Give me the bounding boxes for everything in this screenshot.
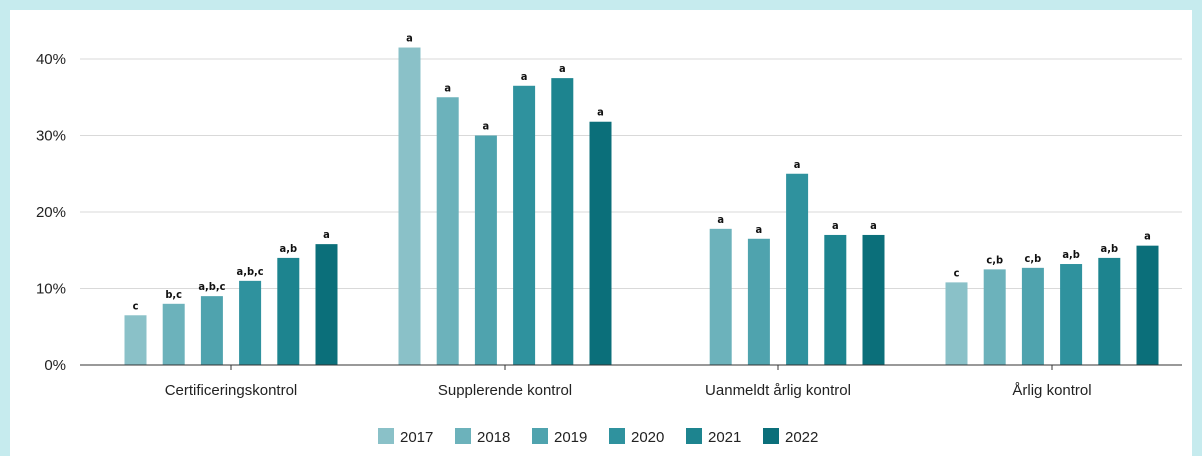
- data-label: a: [597, 106, 604, 119]
- data-label: a: [717, 213, 724, 226]
- bar: [786, 173, 809, 365]
- legend-label: 2019: [554, 429, 587, 446]
- data-label: a: [483, 120, 490, 133]
- data-label: a,b: [1101, 242, 1119, 255]
- bar: [945, 282, 968, 365]
- data-label: a: [832, 219, 839, 232]
- y-tick-label: 10%: [36, 281, 66, 298]
- data-labels: c b,c a,b,c a,b,c a,b a a a a a a a a a a a a c c,b c,b a,b a…: [133, 32, 1151, 313]
- legend-swatch: [378, 428, 394, 444]
- legend-label: 2021: [708, 429, 741, 446]
- data-label: a,b,c: [237, 265, 264, 278]
- legend-swatch: [455, 428, 471, 444]
- bar: [709, 228, 732, 365]
- data-label: c,b: [986, 253, 1003, 266]
- y-tick-label: 40%: [36, 51, 66, 68]
- data-label: a: [406, 32, 413, 45]
- gridlines: [80, 58, 1182, 289]
- y-axis-ticks: 0% 10% 20% 30% 40%: [36, 51, 66, 374]
- data-label: a,b,c: [198, 280, 225, 293]
- bar: [983, 269, 1006, 365]
- bar: [824, 234, 847, 365]
- data-label: a: [756, 223, 763, 236]
- bar: [200, 296, 223, 365]
- legend: 2017 2018 2019 2020 2021 2022: [378, 428, 818, 446]
- bar: [513, 85, 536, 366]
- data-label: a,b: [1062, 248, 1080, 261]
- y-tick-label: 0%: [44, 357, 66, 374]
- bar: [747, 238, 770, 365]
- legend-swatch: [532, 428, 548, 444]
- bar: [315, 244, 338, 365]
- legend-swatch: [609, 428, 625, 444]
- data-label: a: [870, 219, 877, 232]
- bar: [589, 121, 612, 365]
- category-label: Uanmeldt årlig kontrol: [705, 382, 851, 399]
- bar: [1136, 245, 1159, 365]
- legend-swatch: [686, 428, 702, 444]
- legend-label: 2018: [477, 429, 510, 446]
- bar: [124, 315, 147, 365]
- bar: [239, 280, 262, 365]
- category-label: Årlig kontrol: [1012, 382, 1091, 399]
- y-tick-label: 20%: [36, 204, 66, 221]
- chart-panel: 0% 10% 20% 30% 40% c b,c a,b,c a,b,c a,b a a a a a a a a…: [10, 10, 1192, 456]
- data-label: a: [1144, 230, 1151, 243]
- data-label: a: [444, 81, 451, 94]
- bar: [1021, 267, 1044, 365]
- bar: [474, 135, 497, 365]
- data-label: a: [794, 158, 801, 171]
- data-label: c: [954, 266, 960, 279]
- legend-swatch: [763, 428, 779, 444]
- bar: [436, 97, 459, 365]
- legend-label: 2022: [785, 429, 818, 446]
- bar: [862, 234, 885, 365]
- data-label: a: [559, 62, 566, 75]
- data-label: a: [323, 228, 330, 241]
- legend-label: 2020: [631, 429, 664, 446]
- data-label: c: [133, 299, 139, 312]
- data-label: a: [521, 70, 528, 83]
- category-label: Certificeringskontrol: [165, 382, 298, 399]
- bar: [1098, 257, 1121, 365]
- data-label: c,b: [1025, 252, 1042, 265]
- legend-label: 2017: [400, 429, 433, 446]
- bar: [1060, 264, 1083, 365]
- data-label: b,c: [165, 288, 182, 301]
- data-label: a,b: [280, 242, 298, 255]
- bars: [124, 47, 1159, 366]
- y-tick-label: 30%: [36, 128, 66, 145]
- category-labels: Certificeringskontrol Supplerende kontrol…: [165, 365, 1092, 399]
- bar: [162, 303, 185, 365]
- bar: [398, 47, 421, 366]
- bar-chart: 0% 10% 20% 30% 40% c b,c a,b,c a,b,c a,b a a a a a a a a…: [36, 32, 1182, 446]
- bar: [277, 257, 300, 365]
- bar: [551, 78, 574, 365]
- category-label: Supplerende kontrol: [438, 382, 572, 399]
